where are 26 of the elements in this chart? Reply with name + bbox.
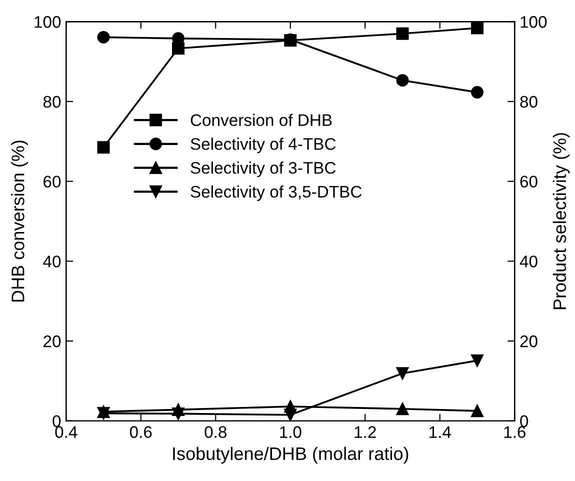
y-tick-label: 80 [43, 96, 61, 108]
y-axis-title: DHB conversion (%) [11, 140, 28, 302]
y-tick-label: 60 [44, 176, 61, 188]
legend-label: Selectivity of 3-TBC [190, 162, 336, 178]
legend-label: Selectivity of 4-TBC [190, 138, 336, 154]
y-tick-label: 40 [43, 256, 61, 268]
y2-tick-label: 80 [520, 96, 538, 108]
x-axis-title: Isobutylene/DHB (molar ratio) [173, 446, 408, 464]
x-tick-label: 0.8 [204, 426, 226, 438]
y-tick-label: 0 [52, 415, 61, 428]
y2-axis-title: Product selectivity (%) [552, 133, 570, 310]
y-tick-label: 100 [34, 16, 61, 28]
legend-label: Selectivity of 3,5-DTBC [190, 185, 362, 201]
y2-tick-label: 60 [520, 176, 538, 188]
x-tick-label: 1.0 [280, 426, 302, 438]
x-tick-label: 1.4 [430, 426, 451, 438]
y2-tick-label: 0 [520, 415, 528, 428]
y2-tick-label: 100 [520, 16, 547, 28]
x-tick-label: 0.4 [55, 426, 78, 438]
x-tick-label: 1.6 [504, 426, 526, 438]
y2-tick-label: 40 [520, 256, 538, 268]
y2-tick-label: 20 [520, 335, 538, 348]
y-tick-label: 20 [44, 335, 61, 348]
x-tick-label: 1.2 [354, 426, 376, 438]
legend-label: Conversion of DHB [190, 114, 332, 126]
x-tick-label: 0.6 [130, 426, 152, 438]
